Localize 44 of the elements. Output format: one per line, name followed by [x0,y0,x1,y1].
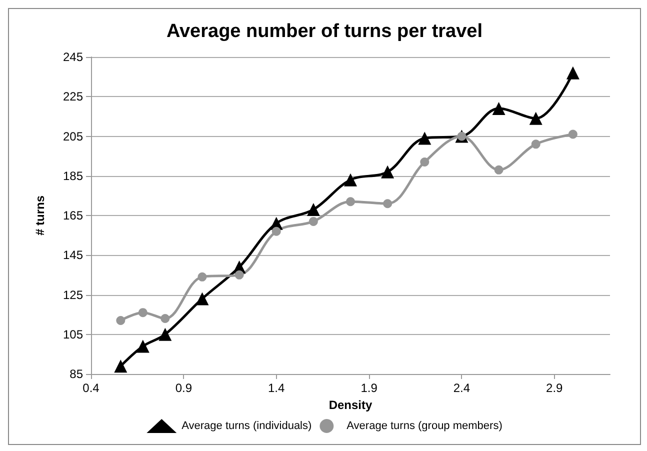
point [344,173,357,186]
point [383,199,392,208]
point [198,272,207,282]
point [138,308,148,318]
x-tick-label: 2.9 [546,381,564,395]
x-tick-label: 0.4 [82,381,100,395]
chart-title: Average number of turns per travel [166,21,483,42]
point [568,130,578,139]
legend-label: Average turns (group members) [346,420,502,432]
point [306,203,320,216]
x-tick-label: 1.4 [268,381,286,395]
x-tick-label: 1.9 [360,381,378,395]
point [116,316,126,326]
point [136,340,150,353]
point [196,292,209,306]
point [418,132,432,145]
point [234,270,244,280]
y-tick-label: 125 [62,288,84,302]
x-tick-label: 2.4 [453,381,470,395]
y-tick-label: 145 [62,248,84,262]
point [272,226,281,236]
y-tick-label: 85 [70,367,84,381]
y-tick-label: 245 [62,50,84,64]
point [420,158,430,167]
point [529,112,542,125]
point [346,197,355,206]
y-tick-label: 165 [62,208,84,222]
point [114,360,128,373]
y-axis-title: # turns [33,195,47,236]
point [566,66,580,80]
point [531,140,540,149]
point [160,314,170,324]
point [381,165,394,178]
point [494,165,504,174]
x-axis-title: Density [328,398,372,412]
point [158,328,172,341]
y-tick-label: 225 [62,90,84,104]
x-tick-label: 0.9 [175,381,192,395]
legend-label: Average turns (individuals) [182,420,312,432]
point [308,216,318,226]
y-tick-label: 185 [62,168,84,183]
point [492,102,506,116]
y-tick-label: 105 [62,327,84,342]
y-tick-label: 205 [62,129,84,144]
